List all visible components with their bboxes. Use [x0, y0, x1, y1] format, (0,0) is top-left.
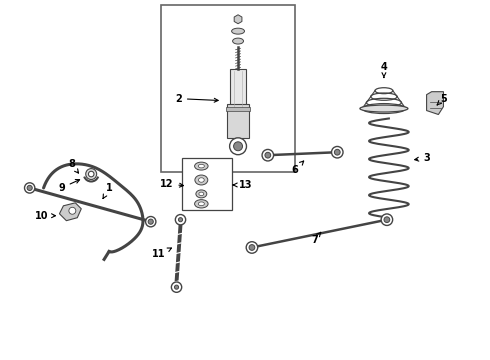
- Circle shape: [27, 185, 32, 190]
- Circle shape: [24, 183, 35, 193]
- Circle shape: [230, 138, 246, 155]
- Text: 12: 12: [160, 179, 183, 189]
- Ellipse shape: [195, 200, 208, 208]
- Ellipse shape: [198, 164, 204, 168]
- Circle shape: [265, 152, 270, 158]
- Bar: [182, 158, 232, 210]
- Text: 11: 11: [152, 248, 172, 260]
- Circle shape: [381, 214, 392, 225]
- Text: 6: 6: [291, 161, 304, 175]
- Polygon shape: [59, 203, 81, 221]
- Polygon shape: [234, 15, 242, 24]
- Circle shape: [334, 149, 340, 155]
- Circle shape: [148, 219, 153, 224]
- Bar: [161, 5, 294, 172]
- Text: 8: 8: [68, 159, 78, 173]
- Text: 3: 3: [415, 153, 430, 163]
- Circle shape: [172, 282, 182, 292]
- Text: 2: 2: [175, 94, 218, 104]
- Ellipse shape: [233, 38, 244, 44]
- Text: 10: 10: [35, 211, 55, 221]
- Text: 4: 4: [381, 62, 387, 77]
- Ellipse shape: [196, 190, 207, 198]
- Circle shape: [86, 168, 97, 180]
- Ellipse shape: [195, 175, 208, 185]
- Circle shape: [175, 215, 186, 225]
- Ellipse shape: [195, 162, 208, 170]
- Ellipse shape: [198, 178, 204, 182]
- Circle shape: [146, 216, 156, 227]
- Bar: [227, 104, 249, 138]
- Circle shape: [69, 207, 76, 214]
- Text: 13: 13: [233, 180, 253, 190]
- Bar: [230, 69, 246, 109]
- Circle shape: [174, 285, 178, 289]
- Circle shape: [234, 142, 243, 151]
- Circle shape: [249, 244, 255, 250]
- Circle shape: [88, 171, 94, 177]
- Ellipse shape: [360, 105, 408, 112]
- Circle shape: [178, 218, 183, 222]
- Text: 9: 9: [58, 180, 79, 193]
- Circle shape: [262, 149, 273, 161]
- Polygon shape: [427, 92, 443, 114]
- Circle shape: [384, 217, 390, 222]
- Bar: [226, 107, 250, 111]
- Ellipse shape: [232, 28, 245, 34]
- Circle shape: [246, 242, 258, 253]
- Circle shape: [332, 147, 343, 158]
- Text: 1: 1: [103, 183, 112, 198]
- Text: 5: 5: [437, 94, 447, 105]
- Ellipse shape: [198, 202, 204, 206]
- Text: 7: 7: [311, 232, 321, 244]
- Ellipse shape: [199, 192, 204, 196]
